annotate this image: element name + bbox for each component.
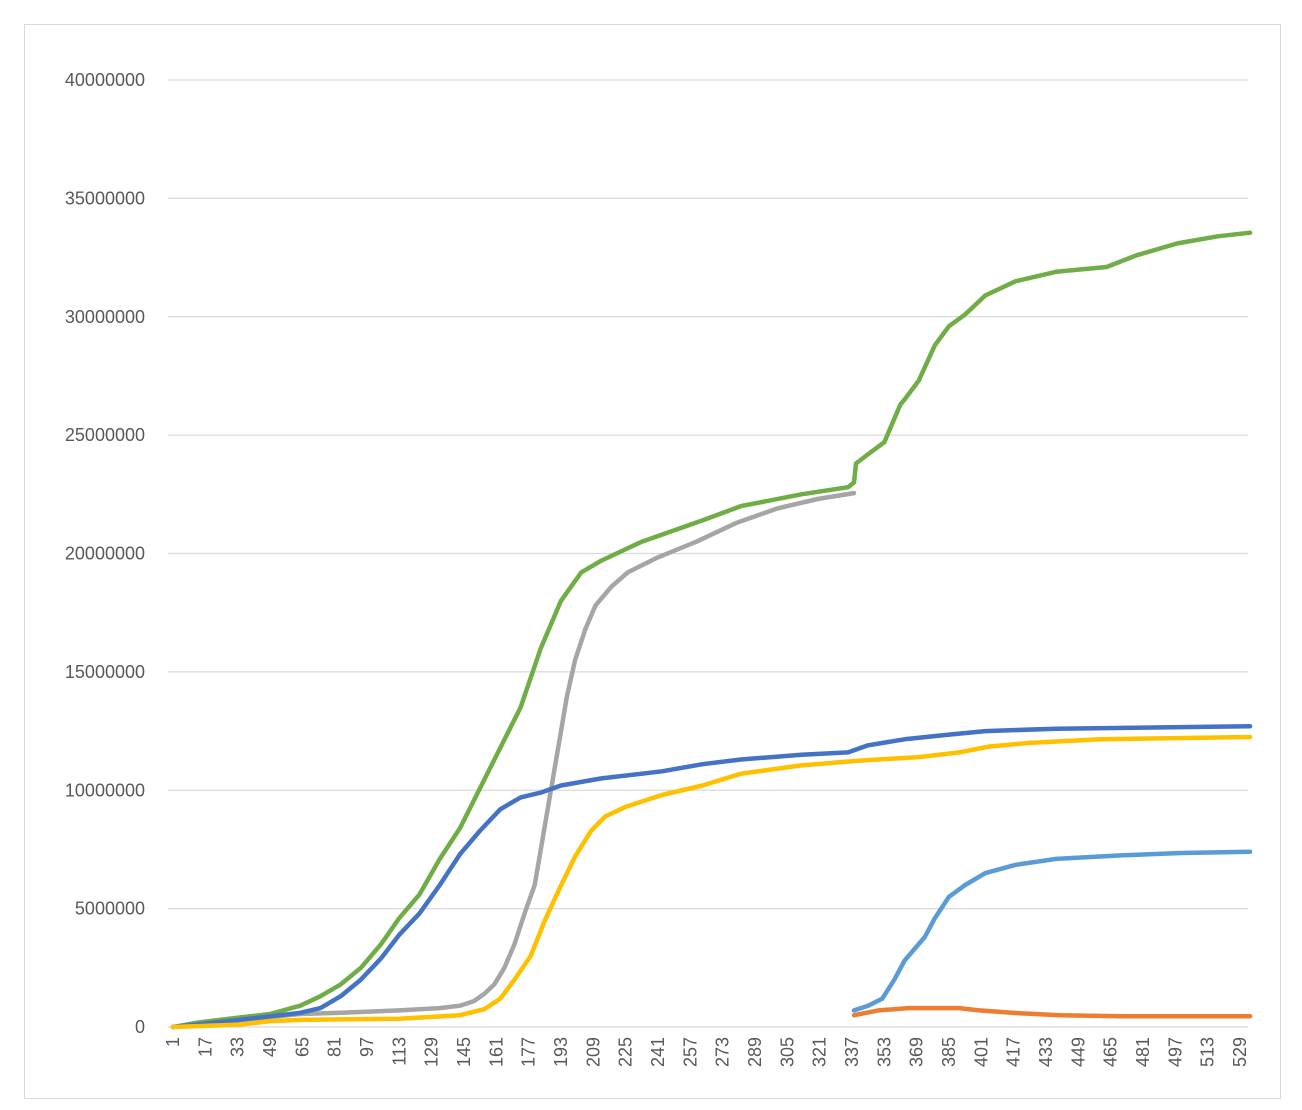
x-tick-label: 17 — [195, 1037, 215, 1057]
y-tick-label: 0 — [135, 1017, 145, 1037]
x-tick-label: 49 — [260, 1037, 280, 1057]
x-tick-label: 177 — [519, 1037, 539, 1067]
x-tick-label: 161 — [486, 1037, 506, 1067]
y-tick-label: 5000000 — [75, 899, 145, 919]
x-tick-label: 257 — [680, 1037, 700, 1067]
x-tick-label: 113 — [389, 1037, 409, 1066]
x-tick-label: 33 — [228, 1037, 248, 1057]
x-tick-label: 337 — [842, 1037, 862, 1067]
chart-frame — [24, 24, 1281, 1099]
x-tick-label: 81 — [325, 1037, 345, 1057]
y-axis-ticks: 0 5000000 10000000 15000000 20000000 25000000… — [65, 70, 145, 1037]
x-tick-label: 97 — [357, 1037, 377, 1057]
x-tick-label: 401 — [971, 1037, 991, 1067]
y-tick-label: 15000000 — [65, 662, 145, 682]
series-gray — [170, 490, 857, 1030]
x-tick-label: 497 — [1165, 1037, 1185, 1067]
series-blue — [170, 724, 1253, 1030]
x-tick-label: 193 — [551, 1037, 571, 1067]
x-tick-label: 289 — [745, 1037, 765, 1067]
x-tick-label: 209 — [583, 1037, 603, 1067]
x-tick-label: 145 — [454, 1037, 474, 1067]
gridlines — [168, 79, 1248, 1028]
x-tick-label: 353 — [874, 1037, 894, 1067]
x-tick-label: 513 — [1198, 1037, 1218, 1067]
x-tick-label: 321 — [810, 1037, 830, 1067]
x-tick-label: 481 — [1133, 1037, 1153, 1067]
x-tick-label: 529 — [1230, 1037, 1250, 1067]
y-tick-label: 25000000 — [65, 425, 145, 445]
y-tick-label: 40000000 — [65, 70, 145, 90]
y-tick-label: 30000000 — [65, 307, 145, 327]
x-tick-label: 241 — [648, 1037, 668, 1067]
series-lines — [170, 230, 1253, 1030]
x-tick-label: 129 — [422, 1037, 442, 1067]
y-tick-label: 35000000 — [65, 188, 145, 208]
x-tick-label: 225 — [616, 1037, 636, 1067]
series-green — [170, 230, 1253, 1030]
x-tick-label: 433 — [1036, 1037, 1056, 1067]
x-tick-label: 449 — [1068, 1037, 1088, 1067]
x-tick-label: 369 — [907, 1037, 927, 1067]
x-tick-label: 417 — [1004, 1037, 1024, 1067]
x-tick-label: 273 — [713, 1037, 733, 1067]
y-tick-label: 10000000 — [65, 780, 145, 800]
y-tick-label: 20000000 — [65, 544, 145, 564]
x-tick-label: 1 — [163, 1037, 183, 1047]
series-yellow — [170, 734, 1253, 1030]
series-orange — [851, 1005, 1253, 1019]
x-tick-label: 305 — [777, 1037, 797, 1067]
x-tick-label: 465 — [1101, 1037, 1121, 1067]
x-tick-label: 65 — [292, 1037, 312, 1057]
x-axis-ticks: 1 17 33 49 65 81 97 113 129 145 161 177 193 209 225 241… — [163, 1037, 1250, 1067]
x-tick-label: 385 — [939, 1037, 959, 1067]
series-light-blue — [851, 849, 1253, 1013]
